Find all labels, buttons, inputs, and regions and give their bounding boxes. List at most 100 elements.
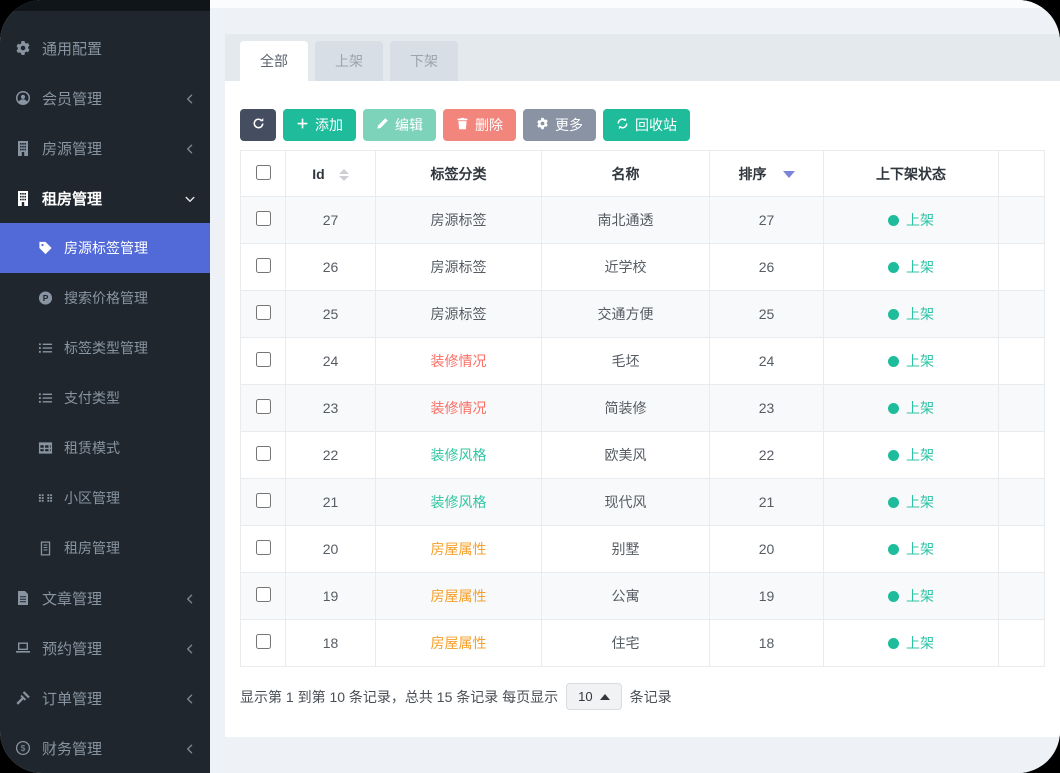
status-link[interactable]: 上架	[906, 541, 934, 557]
row-checkbox[interactable]	[255, 399, 271, 414]
sidebar-item-12[interactable]: 预约管理	[0, 623, 210, 673]
row-category-cell: 装修情况	[375, 337, 542, 385]
row-checkbox[interactable]	[255, 211, 271, 226]
sidebar-item-2[interactable]: 房源管理	[0, 123, 210, 173]
row-category-cell: 装修风格	[375, 431, 542, 479]
sidebar-item-13[interactable]: 订单管理	[0, 673, 210, 723]
sidebar-item-11[interactable]: 文章管理	[0, 573, 210, 623]
status-link[interactable]: 上架	[906, 306, 934, 322]
sidebar-item-label: 文章管理	[42, 590, 103, 608]
user-icon	[14, 90, 31, 107]
table-row: 21 装修风格 现代风 21 上架	[240, 478, 1045, 526]
row-checkbox[interactable]	[255, 493, 271, 508]
status-dot-icon	[888, 214, 899, 226]
row-checkbox-cell	[240, 384, 286, 432]
row-checkbox-cell	[240, 196, 286, 244]
row-checkbox[interactable]	[255, 587, 271, 602]
status-link[interactable]: 上架	[906, 212, 934, 228]
chevron-left-icon	[184, 592, 196, 604]
row-checkbox[interactable]	[255, 258, 271, 273]
tab-all[interactable]: 全部	[240, 41, 308, 81]
header-order-label: 排序	[738, 165, 767, 182]
status-link[interactable]: 上架	[906, 494, 934, 510]
status-link[interactable]: 上架	[906, 353, 934, 369]
status-link[interactable]: 上架	[906, 588, 934, 604]
trash-icon	[456, 117, 469, 133]
row-category-cell: 房源标签	[375, 243, 542, 291]
status-link[interactable]: 上架	[906, 259, 934, 275]
sidebar-item-7[interactable]: 支付类型	[0, 373, 210, 423]
sidebar-item-label: 租赁模式	[64, 440, 120, 456]
select-all-checkbox[interactable]	[255, 164, 271, 180]
status-dot-icon	[888, 308, 899, 320]
row-name-cell: 近学校	[541, 243, 710, 291]
row-status-cell: 上架	[823, 478, 999, 526]
sidebar-item-8[interactable]: 租赁模式	[0, 423, 210, 473]
row-checkbox-cell	[240, 478, 286, 526]
sidebar-item-10[interactable]: 租房管理	[0, 523, 210, 573]
refresh-button[interactable]	[240, 109, 276, 141]
recycle-button[interactable]: 回收站	[603, 109, 690, 141]
recycle-button-label: 回收站	[635, 117, 677, 133]
sidebar-item-label: 预约管理	[42, 640, 103, 658]
row-status-cell: 上架	[823, 337, 999, 385]
row-status-cell: 上架	[823, 572, 999, 620]
row-category-cell: 房屋属性	[375, 525, 542, 573]
tab-offline[interactable]: 下架	[390, 41, 458, 81]
page-size-dropdown[interactable]: 10	[566, 683, 622, 710]
row-id-cell: 18	[285, 619, 376, 667]
table-row: 26 房源标签 近学校 26 上架	[240, 243, 1045, 291]
sidebar-menu: 通用配置 会员管理 房源管理 租房管理 房源标签管理 P 搜索价格管理 标签类型管理 支付类型租…	[0, 11, 210, 773]
row-name-cell: 欧美风	[541, 431, 710, 479]
sidebar-item-0[interactable]: 通用配置	[0, 23, 210, 73]
sidebar-item-4[interactable]: 房源标签管理	[0, 223, 210, 273]
row-checkbox[interactable]	[255, 634, 271, 649]
row-checkbox[interactable]	[255, 540, 271, 555]
edit-button-label: 编辑	[395, 117, 423, 133]
row-checkbox[interactable]	[255, 305, 271, 320]
doc-icon	[14, 590, 31, 607]
sidebar-item-14[interactable]: $ 财务管理	[0, 723, 210, 773]
sidebar-item-3[interactable]: 租房管理	[0, 173, 210, 223]
sidebar-item-label: 搜索价格管理	[64, 290, 148, 306]
header-order[interactable]: 排序	[709, 150, 824, 197]
sidebar-item-label: 会员管理	[42, 90, 103, 108]
sidebar-item-5[interactable]: P 搜索价格管理	[0, 273, 210, 323]
list-icon	[38, 340, 53, 357]
header-id[interactable]: Id	[285, 150, 376, 197]
sort-desc-icon[interactable]	[782, 171, 795, 179]
sidebar-item-1[interactable]: 会员管理	[0, 73, 210, 123]
edit-button[interactable]: 编辑	[363, 109, 436, 141]
row-checkbox[interactable]	[255, 446, 271, 461]
table-row: 22 装修风格 欧美风 22 上架	[240, 431, 1045, 479]
row-order-cell: 19	[709, 572, 824, 620]
row-checkbox[interactable]	[255, 352, 271, 367]
row-checkbox-cell	[240, 572, 286, 620]
sidebar-item-6[interactable]: 标签类型管理	[0, 323, 210, 373]
status-link[interactable]: 上架	[906, 635, 934, 651]
row-status-cell: 上架	[823, 243, 999, 291]
delete-button[interactable]: 删除	[443, 109, 516, 141]
sidebar-item-9[interactable]: 小区管理	[0, 473, 210, 523]
header-checkbox-cell	[240, 150, 286, 197]
row-checkbox-cell	[240, 290, 286, 338]
status-link[interactable]: 上架	[906, 447, 934, 463]
table-icon	[38, 440, 53, 457]
sidebar-item-label: 租房管理	[42, 190, 103, 208]
table-header-row: Id 标签分类 名称 排序 上下架状态	[240, 150, 1045, 197]
row-checkbox-cell	[240, 431, 286, 479]
row-order-cell: 21	[709, 478, 824, 526]
page-size-value: 10	[578, 689, 593, 704]
add-button-label: 添加	[315, 117, 343, 133]
tab-bar: 全部 上架 下架	[225, 34, 1060, 81]
sort-both-icon[interactable]	[338, 168, 349, 181]
row-order-cell: 23	[709, 384, 824, 432]
tags-table: Id 标签分类 名称 排序 上下架状态 27 房源标签 南北通透 27 上架 26 房源标签…	[240, 150, 1045, 667]
row-checkbox-cell	[240, 619, 286, 667]
status-dot-icon	[888, 449, 899, 461]
more-button[interactable]: 更多	[523, 109, 596, 141]
add-button[interactable]: 添加	[283, 109, 356, 141]
status-link[interactable]: 上架	[906, 400, 934, 416]
tab-online[interactable]: 上架	[315, 41, 383, 81]
